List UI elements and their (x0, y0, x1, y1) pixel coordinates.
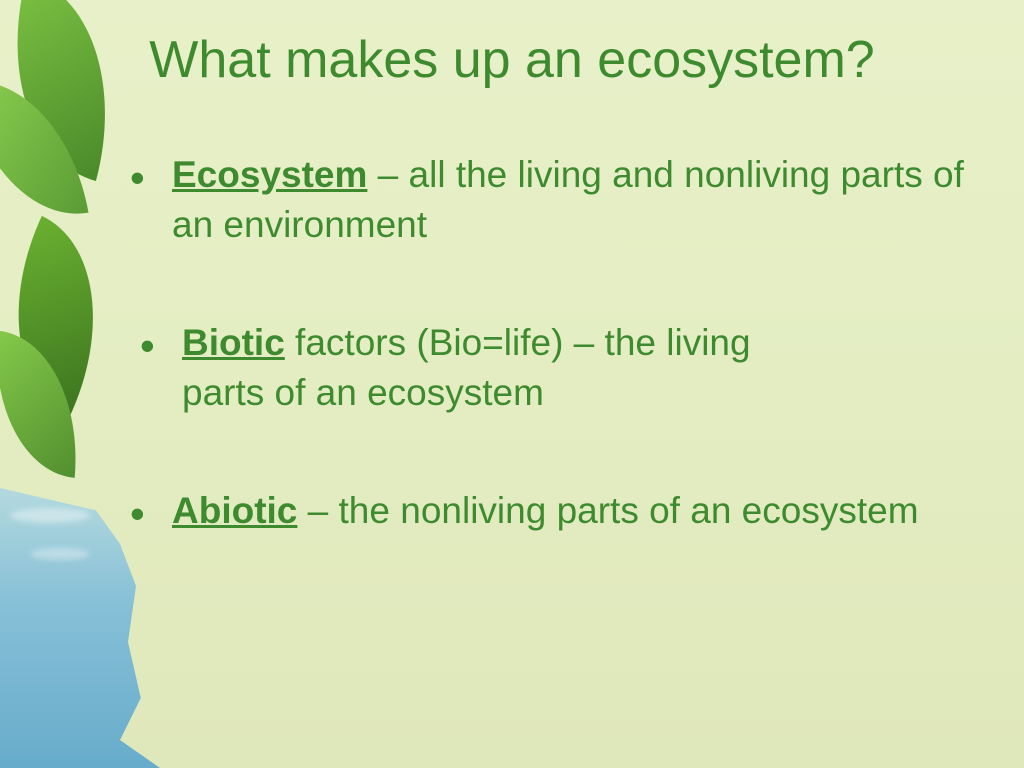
bullet-text: – the nonliving parts of an ecosystem (297, 490, 918, 531)
slide-container: What makes up an ecosystem? Ecosystem – … (0, 0, 1024, 768)
slide-content: What makes up an ecosystem? Ecosystem – … (0, 0, 1024, 768)
term-ecosystem: Ecosystem (172, 154, 367, 195)
bullet-item: Abiotic – the nonliving parts of an ecos… (130, 486, 974, 536)
term-abiotic: Abiotic (172, 490, 297, 531)
bullet-text: factors (Bio=life) – the living (285, 322, 751, 363)
bullet-item: Biotic factors (Bio=life) – the living p… (130, 318, 974, 418)
term-biotic: Biotic (182, 322, 285, 363)
slide-title: What makes up an ecosystem? (50, 30, 974, 90)
bullet-text: parts of an ecosystem (182, 372, 544, 413)
bullet-item: Ecosystem – all the living and nonliving… (130, 150, 974, 250)
bullet-list: Ecosystem – all the living and nonliving… (50, 150, 974, 536)
